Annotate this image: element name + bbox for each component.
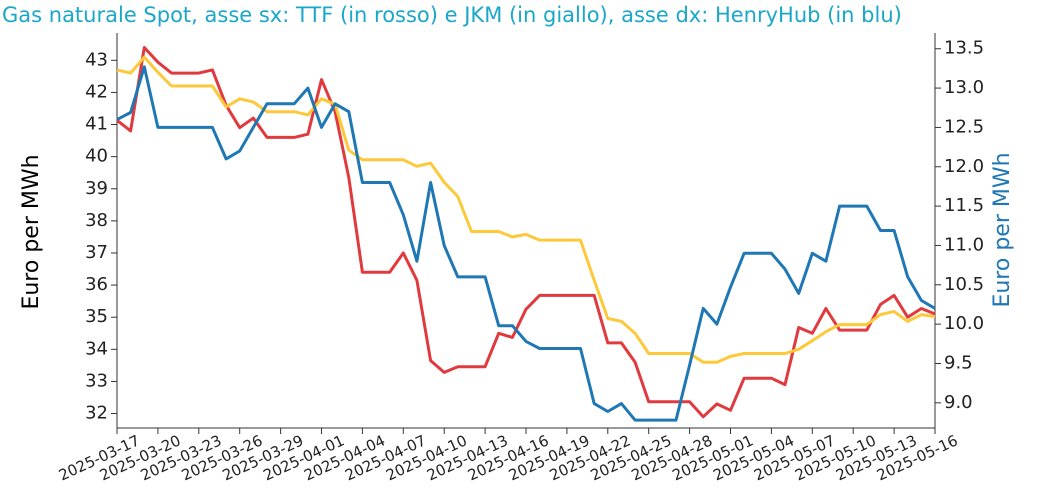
y-tick-label: 43 (85, 49, 108, 70)
y-tick-label: 38 (85, 210, 108, 231)
y-tick-label: 34 (85, 338, 108, 359)
y2-tick-label: 11.5 (944, 195, 984, 216)
y2-tick-label: 13.0 (944, 77, 984, 98)
y-tick-label: 33 (85, 370, 108, 391)
y-tick-label: 42 (85, 81, 108, 102)
y2-tick-label: 12.5 (944, 116, 984, 137)
y2-tick-label: 9.0 (944, 392, 973, 413)
y-tick-label: 37 (85, 242, 108, 263)
y2-tick-label: 13.5 (944, 38, 984, 59)
y-tick-label: 40 (85, 146, 108, 167)
series-line (116, 55, 936, 364)
y2-tick-label: 11.0 (944, 234, 984, 255)
y2-tick-label: 10.5 (944, 274, 984, 295)
y-tick-label: 32 (85, 403, 108, 424)
y2-tick-label: 9.5 (944, 352, 973, 373)
y2-tick-label: 10.0 (944, 313, 984, 334)
y-tick-label: 41 (85, 114, 108, 135)
y-tick-label: 35 (85, 306, 108, 327)
y-axis-label: Euro per MWh (19, 154, 44, 309)
series-line (116, 46, 936, 419)
y-tick-label: 36 (85, 274, 108, 295)
y2-tick-label: 12.0 (944, 156, 984, 177)
chart-title: Gas naturale Spot, asse sx: TTF (in ross… (2, 3, 902, 27)
series-line (116, 65, 936, 422)
y-tick-label: 39 (85, 178, 108, 199)
y2-axis-label: Euro per MWh (990, 152, 1015, 307)
